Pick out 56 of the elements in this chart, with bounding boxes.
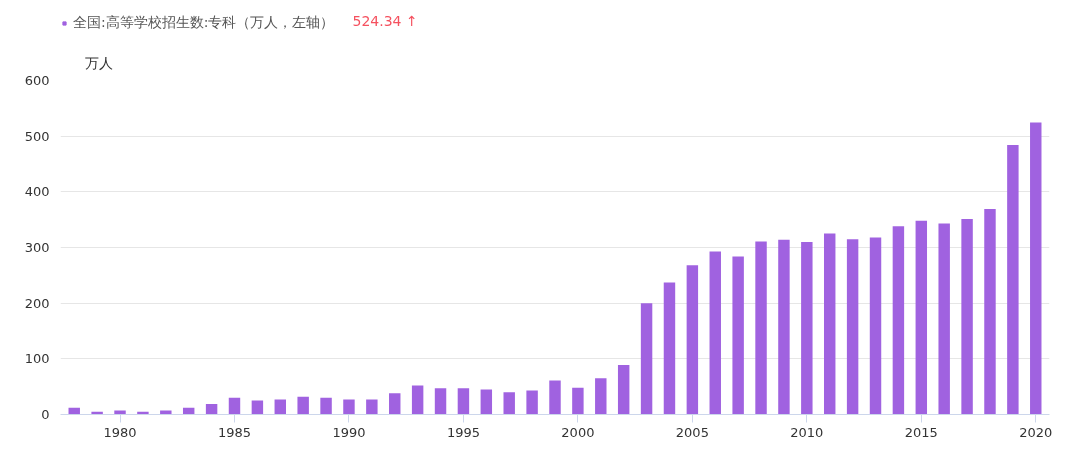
bar xyxy=(572,387,584,415)
bar xyxy=(732,256,744,415)
bar xyxy=(228,397,241,415)
bar xyxy=(434,388,447,415)
bar xyxy=(938,223,950,415)
bar xyxy=(801,241,813,415)
y-tick-label: 500 xyxy=(24,128,50,144)
bar xyxy=(343,399,355,415)
bar xyxy=(274,399,286,415)
bar xyxy=(824,233,836,415)
x-tick-label: 2020 xyxy=(1019,424,1053,440)
x-tick-label: 2005 xyxy=(675,424,709,440)
bar xyxy=(869,237,882,415)
bar xyxy=(778,239,790,415)
bar xyxy=(984,209,996,415)
y-tick-label: 200 xyxy=(24,295,50,311)
bar xyxy=(1007,145,1019,415)
bar xyxy=(892,226,905,415)
bar xyxy=(503,392,515,415)
x-tick-label: 1985 xyxy=(217,424,252,440)
bar xyxy=(366,399,378,415)
bar xyxy=(411,385,424,415)
bar xyxy=(846,239,859,415)
bar xyxy=(480,389,493,415)
x-tick-label: 1990 xyxy=(332,424,366,440)
bar xyxy=(457,388,470,415)
x-tick-label: 1980 xyxy=(103,424,137,440)
bar xyxy=(755,241,767,415)
bar xyxy=(526,390,538,415)
bar xyxy=(389,393,401,415)
y-tick-label: 0 xyxy=(41,407,50,422)
bar xyxy=(320,397,332,415)
y-tick-label: 300 xyxy=(24,240,50,255)
y-tick-label: 600 xyxy=(24,73,50,88)
bar xyxy=(549,380,561,415)
bar xyxy=(297,396,309,415)
bar xyxy=(1030,122,1042,415)
bar xyxy=(640,303,653,415)
bar xyxy=(595,378,607,415)
x-tick-label: 2010 xyxy=(790,424,824,440)
bar xyxy=(205,403,218,415)
bar xyxy=(709,251,721,415)
bar xyxy=(961,219,973,415)
bar xyxy=(617,364,630,415)
bar xyxy=(915,220,928,415)
bar xyxy=(663,282,676,415)
legend-label: 全国:高等学校招生数:专科（万人，左轴） xyxy=(73,14,335,32)
x-tick-label: 1995 xyxy=(446,424,480,440)
y-tick-label: 100 xyxy=(24,351,50,367)
y-axis-title: 万人 xyxy=(84,54,113,71)
x-tick-label: 2015 xyxy=(904,424,938,440)
bar xyxy=(686,265,699,415)
text: 524.34 ↑ xyxy=(352,12,418,29)
bar xyxy=(251,400,264,415)
y-tick-label: 400 xyxy=(24,184,50,200)
x-tick-label: 2000 xyxy=(561,424,595,440)
